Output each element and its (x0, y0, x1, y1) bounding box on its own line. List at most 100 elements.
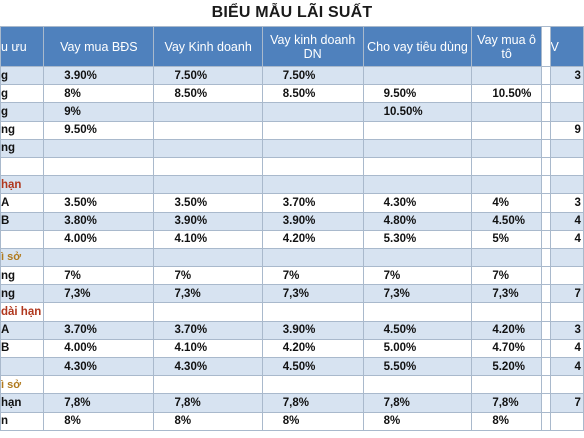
row-label: ng (0, 284, 45, 304)
rate-cell (261, 302, 364, 322)
rate-cell: 7,3% (153, 284, 263, 304)
rate-cell: 3.70% (43, 320, 155, 340)
header-cell: u ưu (0, 26, 45, 67)
rate-cell (153, 138, 263, 158)
rate-cell: 3.80% (43, 211, 155, 231)
rate-cell (471, 175, 542, 195)
rate-cell (261, 138, 364, 158)
rate-cell: 8% (43, 84, 155, 104)
rate-cell (261, 120, 364, 140)
rate-cell: 4.70% (471, 338, 542, 359)
rate-cell: 4.50% (261, 356, 364, 377)
header-cell: V (549, 26, 584, 67)
rate-cell: 4 (549, 211, 584, 231)
row-label: A (0, 193, 45, 213)
rate-cell: 4 (549, 356, 584, 377)
table-row: A 3.70% 3.70% 3.90% 4.50% 4.20% 3 (0, 320, 584, 340)
header-cell: Cho vay tiêu dùng (362, 26, 473, 67)
header-cell: Vay kinh doanh DN (261, 26, 364, 67)
table-row: g 8% 8.50% 8.50% 9.50% 10.50% (0, 84, 584, 104)
column-gap (540, 102, 551, 122)
column-gap (540, 393, 551, 413)
rate-cell: 4.10% (153, 338, 263, 359)
table-row: ì sở (0, 375, 584, 395)
rate-cell (153, 375, 263, 395)
row-label: B (0, 338, 45, 359)
rate-cell (471, 102, 542, 122)
rate-cell: 5% (471, 229, 542, 249)
table-row: A 3.50% 3.50% 3.70% 4.30% 4% 3 (0, 193, 584, 213)
rate-cell (43, 247, 155, 268)
rate-cell (549, 138, 584, 158)
rate-cell: 8% (261, 411, 364, 431)
table-row: B 4.00% 4.10% 4.20% 5.00% 4.70% 4 (0, 338, 584, 359)
row-label: A (0, 320, 45, 340)
rate-cell (43, 156, 155, 177)
column-gap (540, 175, 551, 195)
column-gap (540, 211, 551, 231)
rate-cell: 4.50% (471, 211, 542, 231)
rate-cell: 7,8% (261, 393, 364, 413)
rate-cell (471, 247, 542, 268)
rate-cell: 8.50% (153, 84, 263, 104)
rate-cell: 3.90% (261, 211, 364, 231)
rate-cell (153, 302, 263, 322)
rate-cell: 7,3% (261, 284, 364, 304)
column-gap (540, 120, 551, 140)
header-cell: Vay Kinh doanh (153, 26, 263, 67)
rate-cell (153, 156, 263, 177)
column-gap (540, 84, 551, 104)
rate-cell: 7% (261, 266, 364, 286)
table-row: ng 7,3% 7,3% 7,3% 7,3% 7,3% 7 (0, 284, 584, 304)
row-label: ng (0, 120, 45, 140)
rate-cell: 4.50% (362, 320, 473, 340)
rate-cell: 7,8% (362, 393, 473, 413)
row-label: ì sở (0, 247, 45, 268)
rate-cell (153, 120, 263, 140)
rate-cell (261, 156, 364, 177)
rate-cell: 4.20% (261, 338, 364, 359)
column-gap (540, 375, 551, 395)
column-gap (540, 411, 551, 431)
rate-cell (362, 247, 473, 268)
column-gap (540, 65, 551, 86)
rate-cell: 4 (549, 338, 584, 359)
rate-cell: 10.50% (362, 102, 473, 122)
rate-cell: 7,3% (471, 284, 542, 304)
header-cell: Vay mua ô tô (471, 26, 542, 67)
table-row: hạn (0, 175, 584, 195)
rate-cell (549, 156, 584, 177)
row-label (0, 156, 45, 177)
rate-cell: 7% (362, 266, 473, 286)
rate-cell: 4.30% (362, 193, 473, 213)
rate-cell: 3 (549, 193, 584, 213)
rate-cell: 3.70% (261, 193, 364, 213)
header-row: u ưu Vay mua BĐS Vay Kinh doanh Vay kinh… (0, 26, 584, 67)
rate-cell (549, 266, 584, 286)
column-gap (540, 26, 551, 67)
rate-cell: 9.50% (362, 84, 473, 104)
interest-rate-table: u ưu Vay mua BĐS Vay Kinh doanh Vay kinh… (0, 26, 584, 431)
rate-cell (362, 302, 473, 322)
table-row (0, 156, 584, 177)
column-gap (540, 302, 551, 322)
column-gap (540, 247, 551, 268)
row-label: n (0, 411, 45, 431)
rate-cell (549, 302, 584, 322)
page-title: BIỂU MẪU LÃI SUẤT (211, 4, 373, 21)
row-label: hạn (0, 175, 45, 195)
rate-cell: 9 (549, 120, 584, 140)
rate-cell (362, 65, 473, 86)
row-label: dài hạn (0, 302, 45, 322)
column-gap (540, 356, 551, 377)
table-row: 4.00% 4.10% 4.20% 5.30% 5% 4 (0, 229, 584, 249)
rate-cell (362, 156, 473, 177)
rate-cell (471, 120, 542, 140)
rate-cell (261, 375, 364, 395)
column-gap (540, 229, 551, 249)
rate-cell (549, 411, 584, 431)
rate-cell: 3.90% (261, 320, 364, 340)
rate-cell: 8% (43, 411, 155, 431)
rate-cell (43, 375, 155, 395)
rate-cell: 7,3% (362, 284, 473, 304)
